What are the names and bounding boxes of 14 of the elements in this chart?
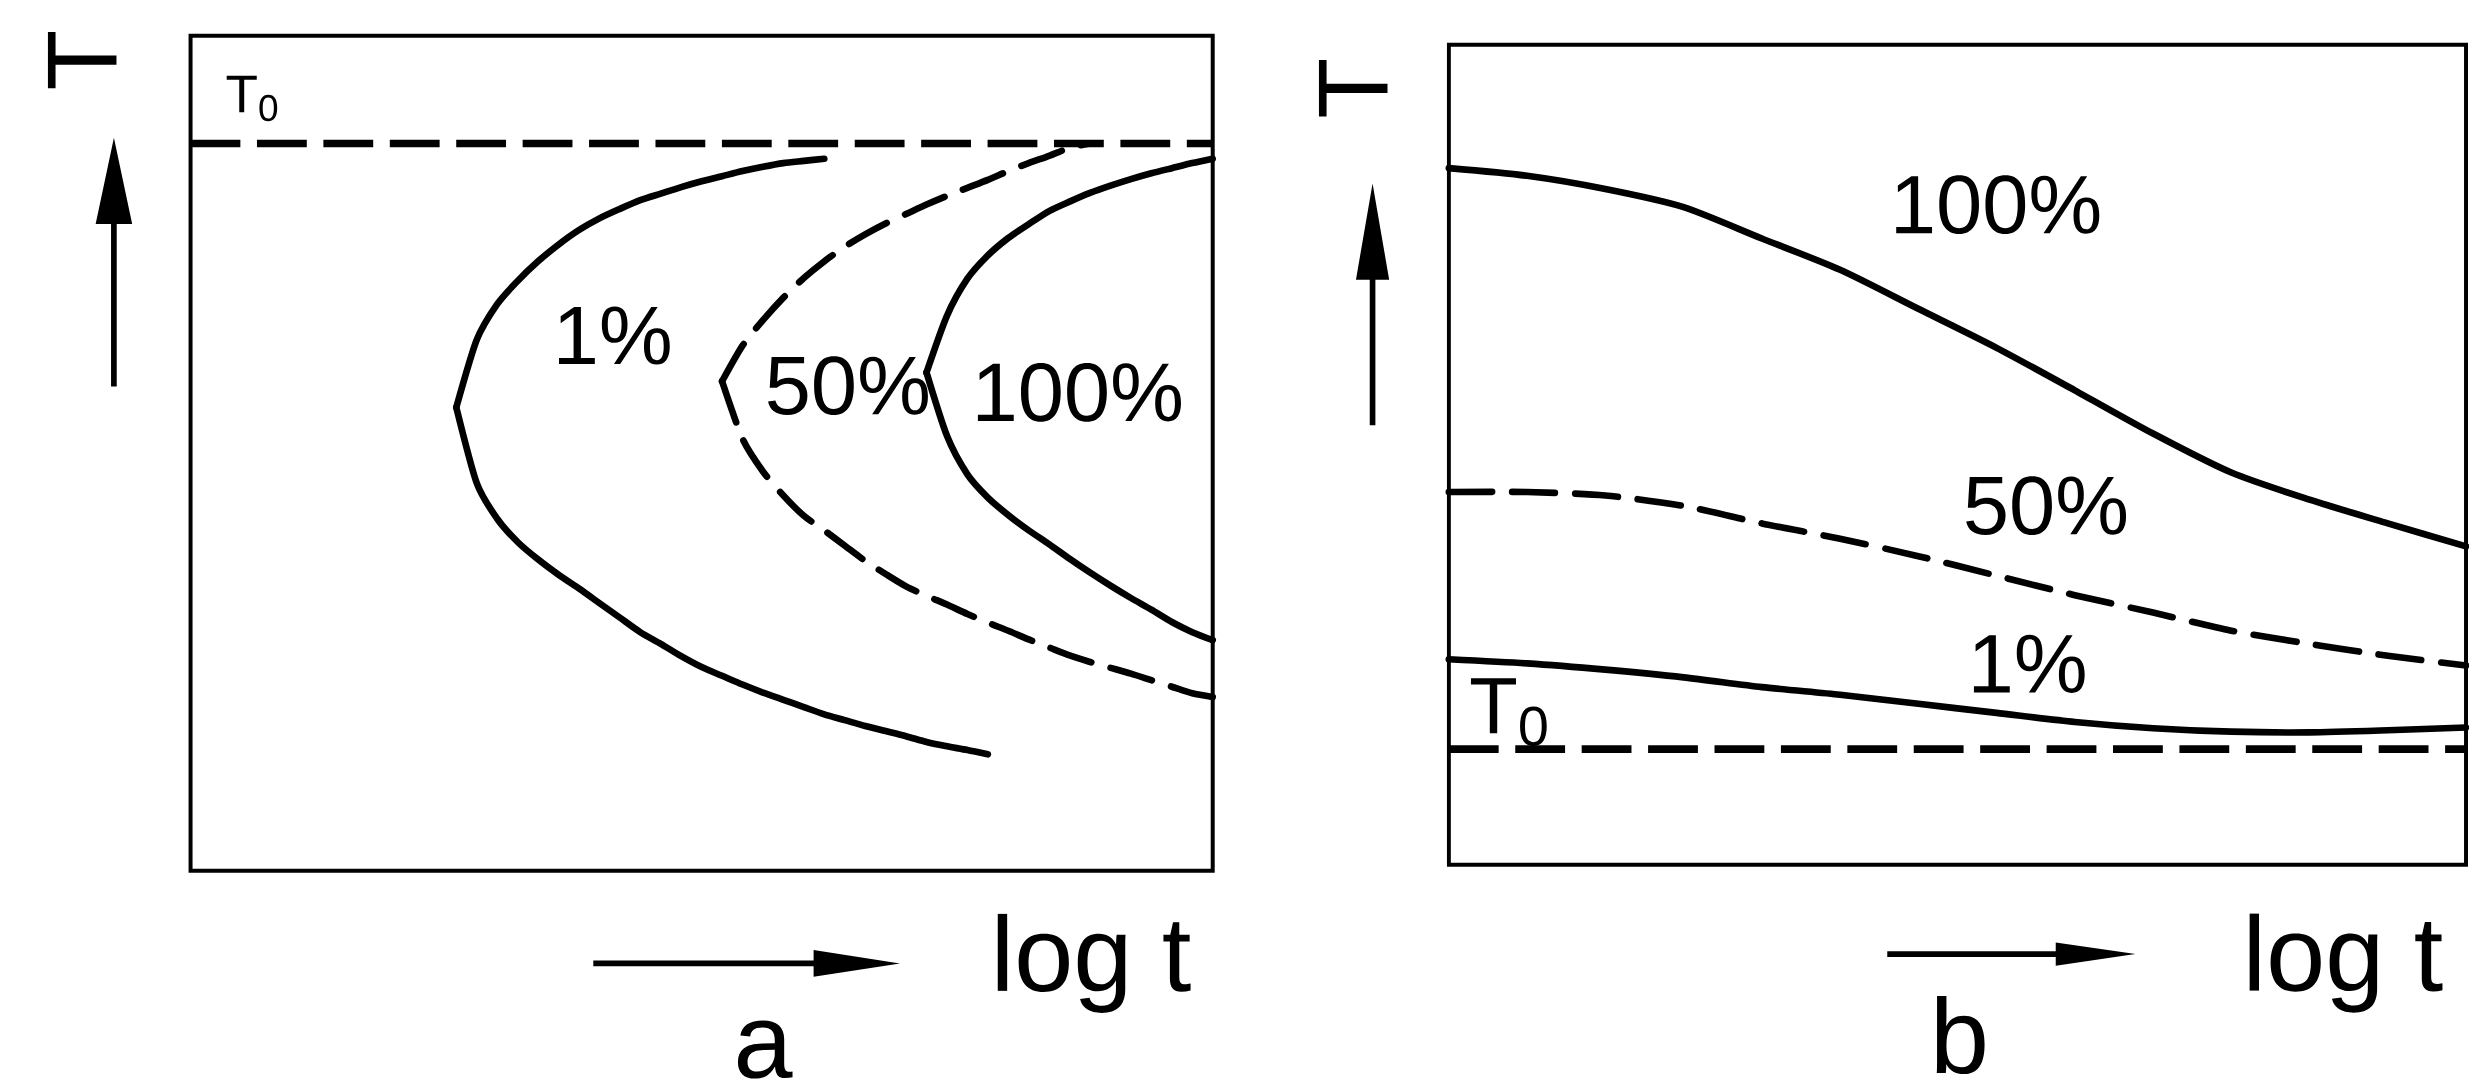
- series-label: 1%: [559, 306, 670, 365]
- x-axis-title: log t: [997, 913, 1191, 1013]
- ref-line-label: T$_{0}$: [226, 75, 278, 122]
- series-label: 100%: [977, 362, 1181, 422]
- x-axis-title: log t: [2249, 913, 2443, 1013]
- ref-line-label: T$_{0}$: [1470, 678, 1547, 747]
- text: b: [1936, 996, 1985, 1075]
- series-label: 50%: [1966, 476, 2127, 536]
- series-label: 50%: [768, 356, 928, 416]
- series-label: 1%: [1973, 634, 2085, 693]
- y-axis-title: T: [1318, 60, 1388, 117]
- series-label: 100%: [1896, 175, 2100, 235]
- text: a: [737, 1020, 793, 1079]
- y-axis-title: T: [47, 31, 117, 89]
